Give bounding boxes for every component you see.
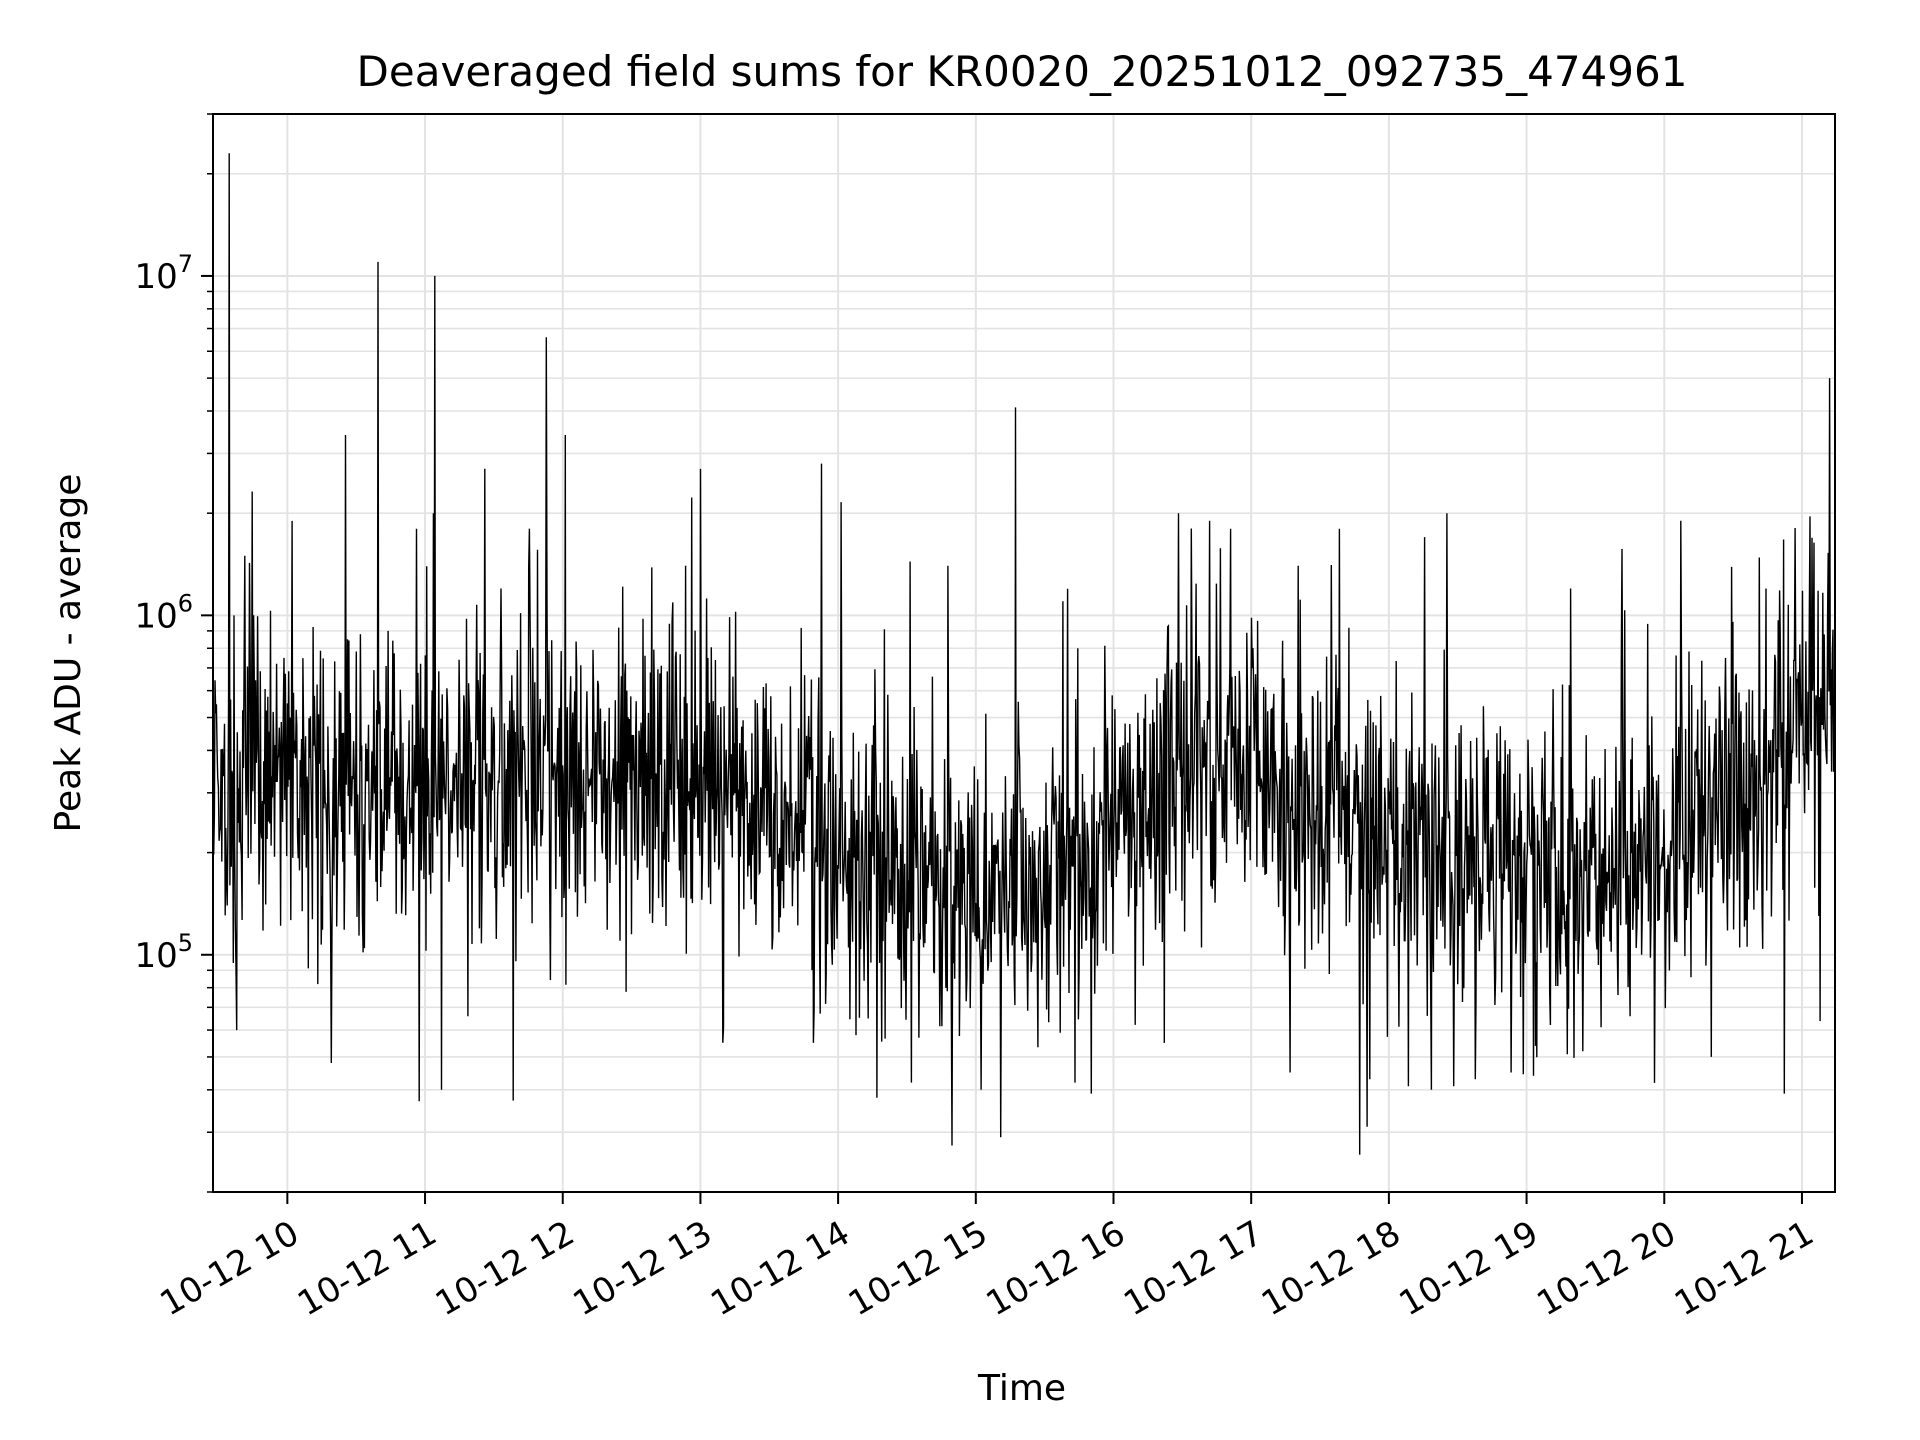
data-series bbox=[212, 153, 1836, 1155]
x-axis-label: Time bbox=[977, 1368, 1066, 1409]
series-line bbox=[212, 153, 1836, 1155]
plot-frame bbox=[212, 113, 1836, 1193]
chart-title: Deaveraged field sums for KR0020_2025101… bbox=[357, 47, 1688, 96]
y-axis-label: Peak ADU - average bbox=[48, 474, 89, 833]
y-tick-label-2: 107 bbox=[134, 250, 193, 297]
grid bbox=[213, 113, 1835, 1193]
y-tick-label-1: 106 bbox=[134, 589, 193, 636]
y-axis: 105 106 107 bbox=[134, 113, 213, 1193]
y-tick-label-0: 105 bbox=[134, 929, 193, 976]
